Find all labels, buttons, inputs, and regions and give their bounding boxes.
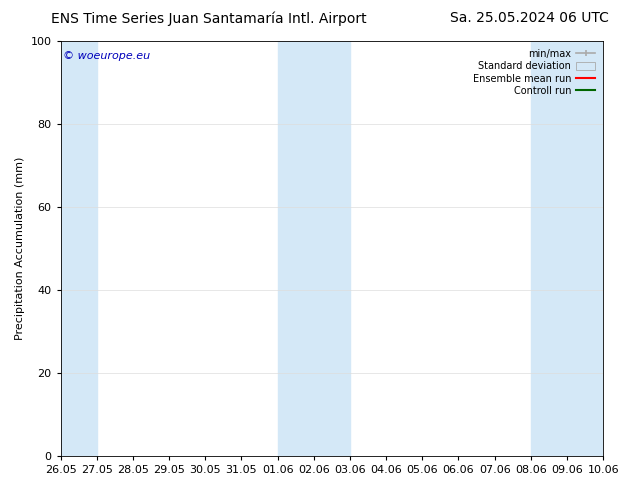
Text: Sa. 25.05.2024 06 UTC: Sa. 25.05.2024 06 UTC	[450, 11, 609, 25]
Legend: min/max, Standard deviation, Ensemble mean run, Controll run: min/max, Standard deviation, Ensemble me…	[470, 46, 598, 99]
Bar	[278, 41, 350, 456]
Bar	[531, 41, 603, 456]
Text: ENS Time Series Juan Santamaría Intl. Airport: ENS Time Series Juan Santamaría Intl. Ai…	[51, 11, 366, 26]
Text: © woeurope.eu: © woeurope.eu	[63, 51, 150, 61]
Y-axis label: Precipitation Accumulation (mm): Precipitation Accumulation (mm)	[15, 157, 25, 340]
Bar	[61, 41, 97, 456]
